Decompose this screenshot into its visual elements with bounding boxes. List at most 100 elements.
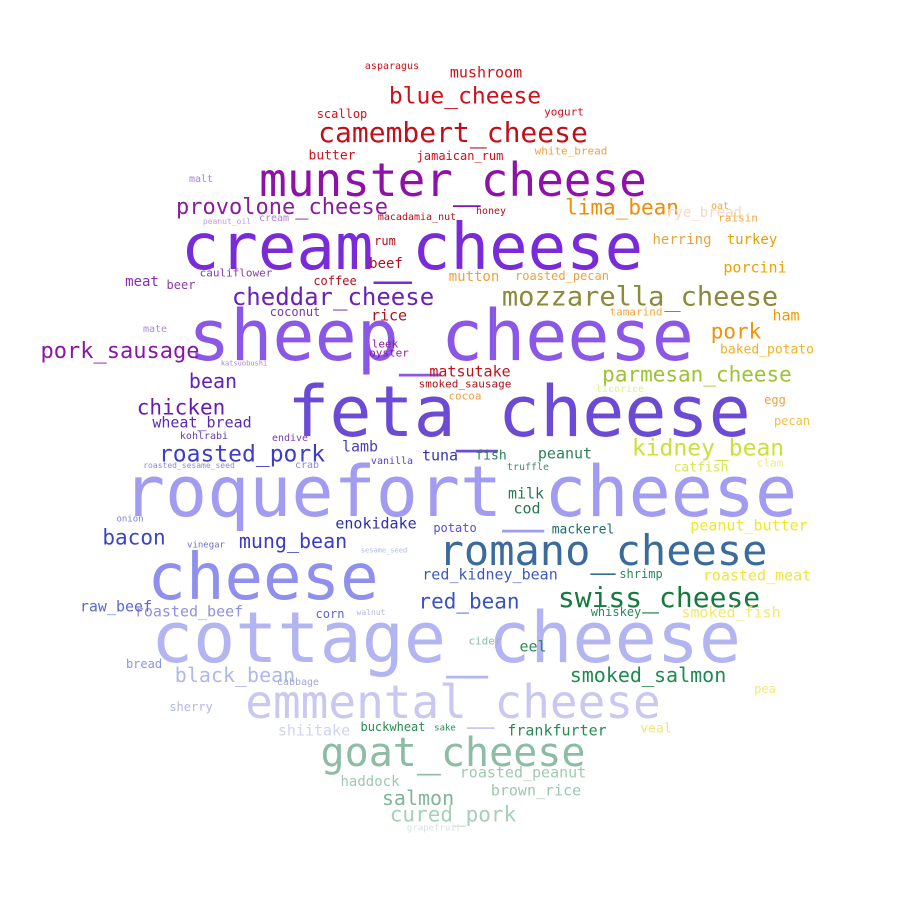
word-rye-bread: rye_bread bbox=[666, 205, 742, 221]
word-clam: clam bbox=[756, 456, 784, 470]
word-blue-cheese: blue_cheese bbox=[388, 83, 542, 110]
word-romano-cheese: romano_cheese bbox=[438, 526, 768, 575]
word-pecan: pecan bbox=[773, 414, 811, 428]
word-grapefruit: grapefruit bbox=[406, 823, 462, 834]
word-raisin: raisin bbox=[718, 211, 758, 225]
word-roasted-meat: roasted_meat bbox=[702, 566, 812, 585]
word-coffee: coffee bbox=[313, 274, 357, 288]
word-yogurt: yogurt bbox=[544, 105, 584, 119]
word-haddock: haddock bbox=[340, 774, 400, 790]
word-cured-pork: cured_pork bbox=[389, 802, 517, 827]
word-rum: rum bbox=[374, 234, 396, 248]
word-rice: rice bbox=[370, 306, 408, 325]
word-brown-rice: brown_rice bbox=[490, 781, 582, 800]
word-roquefort-cheese: roquefort_cheese bbox=[122, 451, 798, 533]
word-roasted-pecan: roasted_pecan bbox=[515, 269, 609, 283]
word-bean: bean bbox=[188, 369, 238, 393]
word-peanut-oil: peanut_oil bbox=[202, 217, 252, 226]
word-potato: potato bbox=[433, 521, 477, 535]
word-truffle: truffle bbox=[506, 462, 550, 473]
word-herring: herring bbox=[652, 232, 712, 248]
word-roasted-sesame-seed: roasted_sesame_seed bbox=[143, 461, 235, 470]
word-matsutake: matsutake bbox=[429, 362, 511, 381]
word-pea: pea bbox=[754, 682, 776, 696]
word-mate: mate bbox=[142, 324, 168, 335]
word-salmon: salmon bbox=[381, 786, 455, 810]
word-roasted-peanut: roasted_peanut bbox=[459, 763, 587, 782]
word-red-bean: red_bean bbox=[418, 589, 520, 614]
word-licorice: licorice bbox=[595, 384, 645, 395]
word-tuna: tuna bbox=[421, 446, 459, 465]
word-walnut: walnut bbox=[356, 608, 386, 617]
word-butter: butter bbox=[308, 148, 356, 164]
word-mushroom: mushroom bbox=[449, 63, 523, 82]
word-corn: corn bbox=[315, 607, 345, 621]
word-mutton: mutton bbox=[448, 269, 500, 285]
word-smoked-sausage: smoked_sausage bbox=[418, 377, 512, 391]
word-raw-beef: raw_beef bbox=[79, 597, 153, 616]
word-lamb: lamb bbox=[341, 437, 379, 456]
word-roasted-pork: roasted_pork bbox=[158, 441, 326, 468]
word-parmesan-cheese: parmesan_cheese bbox=[602, 362, 792, 387]
word-white-bread: white_bread bbox=[534, 144, 608, 158]
word-crab: crab bbox=[294, 460, 320, 471]
word-bacon: bacon bbox=[102, 525, 166, 550]
word-wheat-bread: wheat_bread bbox=[152, 413, 252, 432]
word-buckwheat: buckwheat bbox=[360, 720, 426, 734]
word-eel: eel bbox=[519, 637, 547, 656]
word-turkey: turkey bbox=[726, 232, 778, 248]
word-mung-bean: mung_bean bbox=[238, 529, 348, 553]
word-mozzarella-cheese: mozzarella_cheese bbox=[501, 281, 779, 313]
word-milk: milk bbox=[507, 484, 545, 503]
word-sheep-cheese: sheep_cheese bbox=[188, 295, 694, 377]
word-vinegar: vinegar bbox=[187, 540, 225, 551]
word-cheese: cheese bbox=[147, 541, 379, 615]
word-scallop: scallop bbox=[316, 107, 368, 121]
word-sesame-seed: sesame_seed bbox=[360, 546, 408, 555]
word-peanut: peanut bbox=[537, 444, 593, 463]
word-chicken: chicken bbox=[136, 395, 226, 420]
word-ham: ham bbox=[772, 306, 800, 325]
word-smoked-salmon: smoked_salmon bbox=[569, 663, 727, 687]
word-kohlrabi: kohlrabi bbox=[179, 431, 229, 442]
word-goat-cheese: goat_cheese bbox=[320, 730, 586, 776]
word-cheddar-cheese: cheddar_cheese bbox=[231, 283, 435, 311]
word-catfish: catfish bbox=[673, 460, 729, 476]
word-asparagus: asparagus bbox=[364, 61, 420, 72]
word-cauliflower: cauliflower bbox=[199, 266, 273, 280]
word-macadamia-nut: macadamia_nut bbox=[377, 212, 457, 223]
word-leek: leek bbox=[371, 337, 399, 351]
word-tamarind: tamarind bbox=[609, 305, 663, 319]
word-cream-cheese: cream_cheese bbox=[180, 211, 644, 285]
word-katsuobushi: katsuobushi bbox=[220, 359, 268, 368]
word-endive: endive bbox=[271, 433, 309, 444]
word-bread: bread bbox=[125, 657, 163, 671]
word-jamaican-rum: jamaican_rum bbox=[416, 149, 504, 163]
word-vanilla: vanilla bbox=[370, 456, 414, 467]
word-malt: malt bbox=[188, 174, 214, 185]
word-beer: beer bbox=[166, 278, 196, 292]
word-frankfurter: frankfurter bbox=[507, 721, 607, 740]
word-pork: pork bbox=[710, 319, 762, 344]
word-swiss-cheese: swiss_cheese bbox=[557, 581, 761, 614]
word-cod: cod bbox=[513, 499, 541, 518]
word-black-bean: black_bean bbox=[174, 663, 296, 687]
word-kidney-bean: kidney_bean bbox=[631, 435, 785, 462]
word-emmental-cheese: emmental_cheese bbox=[245, 675, 661, 729]
word-honey: honey bbox=[475, 206, 507, 217]
word-porcini: porcini bbox=[723, 258, 787, 277]
word-smoked-fish: smoked_fish bbox=[681, 603, 781, 622]
word-red-kidney-bean: red_kidney_bean bbox=[422, 565, 558, 584]
word-whiskey: whiskey bbox=[590, 605, 642, 619]
word-cottage-cheese: cottage_cheese bbox=[150, 597, 742, 679]
word-meat: meat bbox=[125, 274, 159, 290]
word-provolone-cheese: provolone_cheese bbox=[176, 195, 388, 220]
word-oat: oat bbox=[710, 201, 730, 212]
word-cabbage: cabbage bbox=[276, 677, 320, 688]
word-roasted-beef: roasted_beef bbox=[134, 602, 244, 621]
word-baked-potato: baked_potato bbox=[720, 342, 814, 358]
word-cream: cream bbox=[258, 213, 290, 224]
word-peanut-butter: peanut_butter bbox=[690, 516, 808, 535]
word-munster-cheese: munster_cheese bbox=[259, 153, 647, 207]
